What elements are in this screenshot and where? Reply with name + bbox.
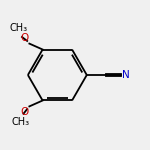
Text: N: N	[122, 70, 130, 80]
Text: O: O	[21, 107, 29, 117]
Text: O: O	[21, 33, 29, 43]
Text: CH₃: CH₃	[11, 117, 30, 128]
Text: CH₃: CH₃	[10, 23, 28, 33]
